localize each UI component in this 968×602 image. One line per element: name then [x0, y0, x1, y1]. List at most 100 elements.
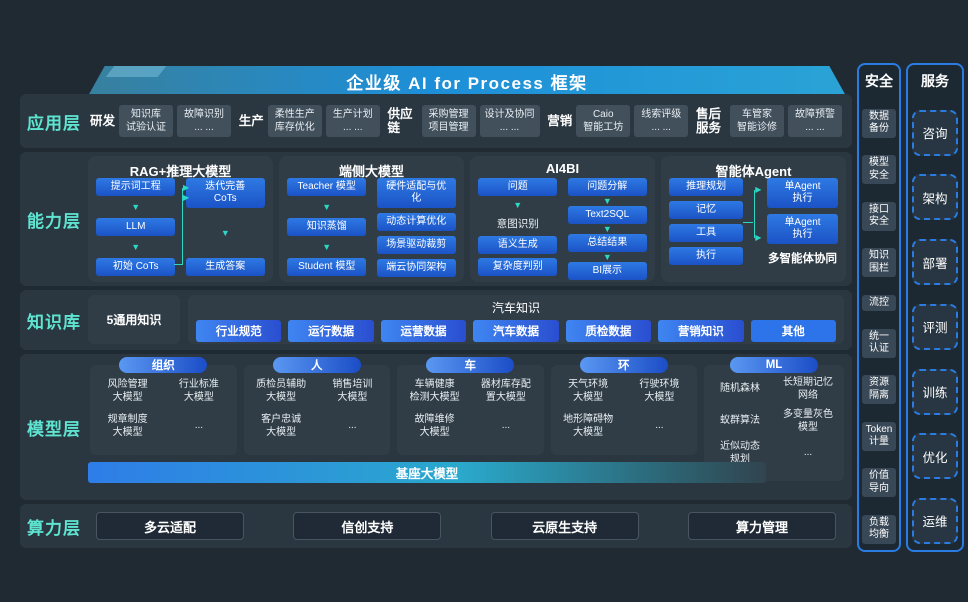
edge-left-flow: Teacher 模型 ▼ 知识蒸馏 ▼ Student 模型	[287, 178, 367, 276]
model-item: 质检员辅助 大模型	[256, 379, 307, 403]
model-item-more: ...	[501, 420, 511, 432]
application-layer-band: 应用层 研发 知识库 试验认证 故障识别 ... ... 生产 柔性生产 库存优…	[20, 94, 852, 148]
compute-layer-band: 算力层 多云适配 信创支持 云原生支持 算力管理	[20, 504, 852, 548]
arrow-down-icon: ▼	[220, 228, 230, 238]
application-groups: 研发 知识库 试验认证 故障识别 ... ... 生产 柔性生产 库存优化 生产…	[88, 94, 852, 148]
flow-connector	[173, 264, 183, 265]
agent-component: 执行	[669, 247, 744, 265]
agent-left-list: 推理规划 记忆 工具 执行	[669, 178, 744, 276]
flow-connector	[753, 190, 755, 238]
security-item: 模型 安全	[862, 155, 896, 185]
security-item: 知识 围栏	[862, 248, 896, 278]
knowledge-layer-band: 知识库 5通用知识 汽车知识 行业规范 运行数据 运营数据 汽车数据 质检数据 …	[20, 290, 852, 350]
app-chip: Caio 智能工坊	[576, 105, 631, 137]
arrow-down-icon: ▼	[322, 242, 332, 252]
app-chip: 设计及协同 ... ...	[479, 105, 540, 137]
app-chip: 故障预警 ... ...	[787, 105, 842, 137]
capability-item: 场景驱动裁剪	[376, 236, 456, 254]
arrow-down-icon: ▼	[513, 199, 523, 210]
service-item: 训练	[912, 368, 958, 415]
arrow-down-icon: ▼	[131, 202, 141, 212]
banner: 企业级 AI for Process 框架	[88, 66, 846, 96]
security-title: 安全	[865, 73, 893, 89]
rag-reasoning-box: RAG+推理大模型 提示词工程 ▼ LLM ▼ 初始 CoTs 迭代完善 CoT…	[88, 156, 273, 282]
rag-left-flow: 提示词工程 ▼ LLM ▼ 初始 CoTs	[96, 178, 176, 276]
model-groups-row: 组织 风险管理 大模型 行业标准 大模型 规章制度 大模型 ... 人 质检员辅…	[88, 354, 852, 481]
banner-title: 企业级 AI for Process 框架	[346, 73, 588, 93]
security-column: 安全 数据 备份 模型 安全 接口 安全 知识 围栏 流控 统一 认证 资源 隔…	[857, 63, 901, 552]
group-pill: ML	[730, 357, 818, 373]
model-item: 规章制度 大模型	[107, 414, 148, 438]
compute-item: 信创支持	[293, 512, 442, 540]
group-label: 供应链	[387, 106, 413, 135]
model-item: 行驶环境 大模型	[639, 379, 680, 403]
model-item: 器材库存配 置大模型	[480, 379, 531, 403]
flow-step: 知识蒸馏	[287, 218, 367, 236]
flow-step: BI展示	[567, 262, 647, 280]
model-group-environment: 环 天气环境 大模型 行驶环境 大模型 地形障碍物 大模型 ...	[550, 357, 697, 455]
knowledge-content: 5通用知识 汽车知识 行业规范 运行数据 运营数据 汽车数据 质检数据 营销知识…	[88, 290, 852, 350]
service-column: 服务 咨询 架构 部署 评测 训练 优化 运维	[906, 63, 964, 552]
app-group-production: 生产 柔性生产 库存优化 生产计划 ... ...	[239, 105, 380, 137]
flow-step: Student 模型	[287, 258, 367, 276]
flow-step: Text2SQL	[567, 206, 647, 224]
model-item: 天气环境 大模型	[568, 379, 609, 403]
security-item: Token 计量	[862, 421, 896, 451]
layer-label-capability: 能力层	[27, 211, 81, 231]
group-pill: 车	[426, 357, 515, 373]
arrow-right-icon: ▶	[183, 183, 190, 192]
service-item: 运维	[912, 497, 958, 544]
capability-item: 端云协同架构	[376, 259, 456, 277]
foundation-model-bar: 基座大模型	[88, 462, 766, 483]
app-chip: 故障识别 ... ...	[177, 105, 232, 137]
arrow-down-icon: ▼	[602, 252, 612, 262]
flow-step: 问题分解	[567, 178, 647, 196]
model-item-more: ...	[194, 420, 204, 432]
app-chip: 车管家 智能诊修	[729, 105, 784, 137]
agent-component: 推理规划	[669, 178, 744, 196]
app-chip: 柔性生产 库存优化	[267, 105, 322, 137]
knowledge-chip: 运营数据	[380, 320, 467, 342]
service-title: 服务	[921, 73, 949, 89]
flow-step: LLM	[96, 218, 176, 236]
model-item: 地形障碍物 大模型	[563, 414, 614, 438]
model-item: 多变量灰色 模型	[783, 409, 833, 433]
arrow-down-icon: ▼	[322, 202, 332, 212]
model-item: 风险管理 大模型	[107, 379, 148, 403]
app-group-after-sales: 售后服务 车管家 智能诊修 故障预警 ... ...	[696, 105, 842, 137]
arrow-down-icon: ▼	[602, 196, 612, 206]
group-label: 研发	[90, 113, 116, 128]
edge-right-list: 硬件适配与优 化 动态计算优化 场景驱动裁剪 端云协同架构	[376, 178, 456, 277]
agent-right-flow: 单Agent 执行 单Agent 执行 多智能体协同	[767, 178, 838, 276]
model-item-more: ...	[348, 420, 357, 432]
flow-connector	[182, 188, 184, 265]
arrow-right-icon: ▶	[183, 193, 190, 202]
security-item: 价值 导向	[862, 468, 896, 498]
ai4bi-left-flow: 问题 ▼ 意图识别 语义生成 复杂度判别	[478, 178, 558, 276]
service-item: 部署	[912, 239, 958, 286]
security-item: 资源 隔离	[862, 375, 896, 405]
flow-connector	[743, 222, 754, 223]
knowledge-chip-row: 行业规范 运行数据 运营数据 汽车数据 质检数据 营销知识 其他	[196, 320, 836, 342]
arrow-down-icon: ▼	[131, 242, 141, 252]
group-pill: 人	[272, 357, 361, 373]
box-title: 智能体Agent	[715, 164, 792, 179]
flow-step: 复杂度判别	[478, 258, 558, 276]
model-group-people: 人 质检员辅助 大模型 销售培训 大模型 客户忠诚 大模型 ...	[243, 357, 390, 455]
flow-step: 初始 CoTs	[96, 258, 176, 276]
app-chip: 知识库 试验认证	[119, 105, 174, 137]
layer-label-knowledge: 知识库	[27, 312, 81, 332]
knowledge-chip: 质检数据	[565, 320, 652, 342]
model-item: 故障维修 大模型	[414, 414, 455, 438]
box-title: 端侧大模型	[338, 164, 404, 179]
security-item: 统一 认证	[862, 328, 896, 358]
flow-step: 意图识别	[496, 217, 539, 230]
flow-step: 单Agent 执行	[767, 178, 838, 208]
model-item: 车辆健康 检测大模型	[409, 379, 460, 403]
model-item-more: ...	[803, 447, 813, 459]
compute-item: 云原生支持	[490, 512, 639, 540]
compute-content: 多云适配 信创支持 云原生支持 算力管理	[88, 504, 852, 548]
box-title: RAG+推理大模型	[129, 164, 232, 179]
model-item: 行业标准 大模型	[178, 379, 219, 403]
model-group-ml: ML 随机森林 长短期记忆 网络 蚁群算法 多变量灰色 模型 近似动态 规划 .…	[704, 357, 844, 481]
